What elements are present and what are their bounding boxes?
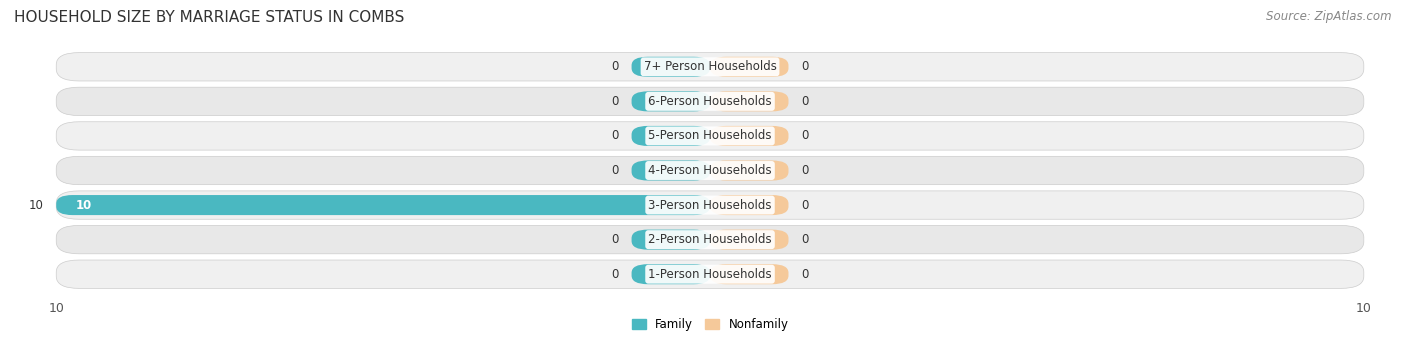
FancyBboxPatch shape (56, 87, 1364, 116)
FancyBboxPatch shape (710, 57, 789, 77)
Text: 0: 0 (801, 233, 808, 246)
Text: 5-Person Households: 5-Person Households (648, 130, 772, 143)
FancyBboxPatch shape (710, 264, 789, 284)
FancyBboxPatch shape (56, 122, 1364, 150)
FancyBboxPatch shape (710, 161, 789, 180)
FancyBboxPatch shape (56, 156, 1364, 185)
Text: 0: 0 (612, 60, 619, 73)
FancyBboxPatch shape (631, 229, 710, 250)
FancyBboxPatch shape (56, 53, 1364, 81)
Text: 0: 0 (801, 130, 808, 143)
FancyBboxPatch shape (56, 225, 1364, 254)
FancyBboxPatch shape (710, 126, 789, 146)
Text: 2-Person Households: 2-Person Households (648, 233, 772, 246)
Text: 6-Person Households: 6-Person Households (648, 95, 772, 108)
Text: HOUSEHOLD SIZE BY MARRIAGE STATUS IN COMBS: HOUSEHOLD SIZE BY MARRIAGE STATUS IN COM… (14, 10, 405, 25)
FancyBboxPatch shape (56, 195, 710, 215)
Text: 10: 10 (76, 198, 93, 211)
FancyBboxPatch shape (710, 229, 789, 250)
Legend: Family, Nonfamily: Family, Nonfamily (627, 314, 793, 336)
FancyBboxPatch shape (631, 161, 710, 180)
Text: 0: 0 (612, 233, 619, 246)
Text: 0: 0 (801, 198, 808, 211)
Text: 0: 0 (612, 164, 619, 177)
Text: 0: 0 (612, 268, 619, 281)
Text: 3-Person Households: 3-Person Households (648, 198, 772, 211)
FancyBboxPatch shape (631, 91, 710, 112)
FancyBboxPatch shape (56, 260, 1364, 288)
Text: Source: ZipAtlas.com: Source: ZipAtlas.com (1267, 10, 1392, 23)
FancyBboxPatch shape (631, 126, 710, 146)
Text: 7+ Person Households: 7+ Person Households (644, 60, 776, 73)
Text: 0: 0 (612, 130, 619, 143)
FancyBboxPatch shape (710, 195, 789, 215)
FancyBboxPatch shape (631, 57, 710, 77)
Text: 0: 0 (612, 95, 619, 108)
Text: 0: 0 (801, 164, 808, 177)
FancyBboxPatch shape (710, 91, 789, 112)
FancyBboxPatch shape (56, 191, 1364, 219)
Text: 0: 0 (801, 95, 808, 108)
FancyBboxPatch shape (631, 264, 710, 284)
Text: 1-Person Households: 1-Person Households (648, 268, 772, 281)
Text: 10: 10 (28, 198, 44, 211)
Text: 4-Person Households: 4-Person Households (648, 164, 772, 177)
Text: 0: 0 (801, 60, 808, 73)
Text: 0: 0 (801, 268, 808, 281)
